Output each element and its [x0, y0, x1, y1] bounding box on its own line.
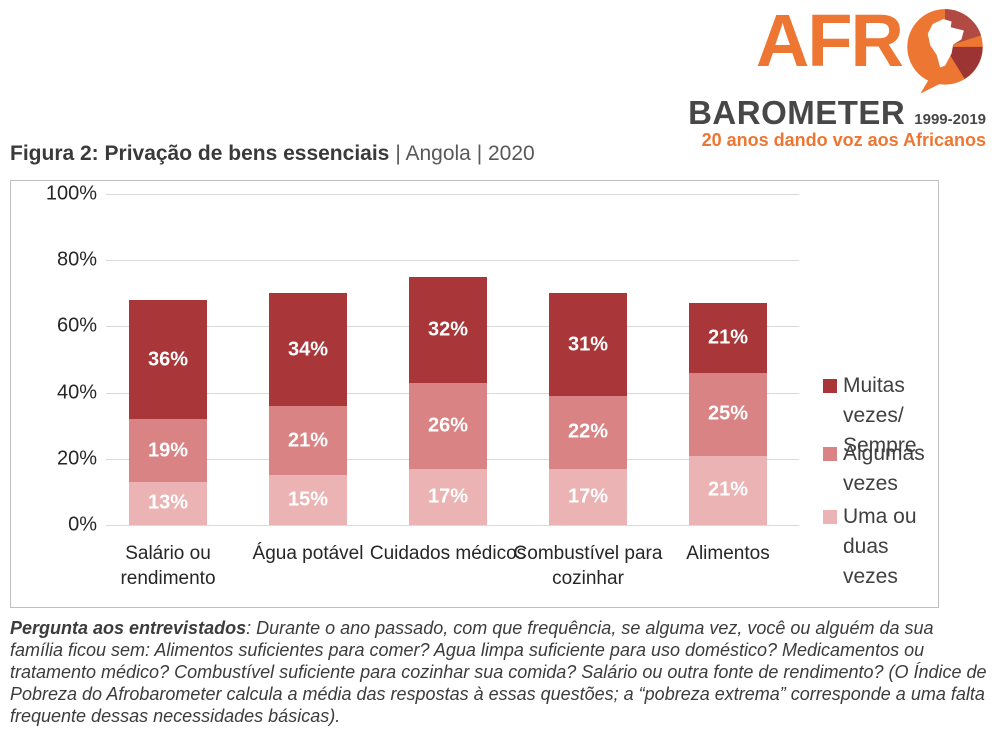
- bar-segment: 21%: [689, 455, 767, 525]
- logo-tagline: 20 anos dando voz aos Africanos: [701, 130, 986, 150]
- bar-segment: 15%: [269, 475, 347, 525]
- bar-segment: 34%: [269, 293, 347, 406]
- bar-value-label: 32%: [427, 318, 469, 341]
- gridline: [106, 194, 799, 195]
- bar-value-label: 21%: [707, 326, 749, 349]
- afrobarometer-logo: AFR BAROMETER 1999-2019 20 anos dando vo…: [686, 0, 986, 151]
- bar-value-label: 17%: [567, 485, 609, 508]
- bar-value-label: 36%: [147, 348, 189, 371]
- stacked-bar-chart: 100% 80% 60% 40% 20% 0% 13% 19% 36% Salário ou re…: [10, 180, 939, 608]
- gridline: [106, 260, 799, 262]
- bar-segment: 32%: [409, 276, 487, 383]
- bar-segment: 17%: [549, 468, 627, 525]
- bar-value-label: 13%: [147, 491, 189, 514]
- y-axis-tick: 100%: [45, 182, 97, 205]
- footnote-lead: Pergunta aos entrevistados: [10, 618, 247, 638]
- bar-segment: 19%: [129, 419, 207, 482]
- logo-barometer-text: BAROMETER: [688, 94, 906, 131]
- footnote-body: : Durante o ano passado, com que frequên…: [10, 618, 987, 726]
- category-label: Cuidados médicos: [369, 543, 527, 564]
- category-label: Água potável: [252, 543, 364, 564]
- bar-value-label: 25%: [707, 402, 749, 425]
- bar-value-label: 22%: [567, 420, 609, 443]
- legend-label: Algumas vezes: [843, 442, 925, 495]
- y-axis-tick: 80%: [56, 248, 97, 271]
- footnote: Pergunta aos entrevistados: Durante o an…: [10, 617, 988, 727]
- legend-swatch-icon: [823, 510, 837, 524]
- legend-item: Muitas vezes/ Sempre: [823, 371, 953, 461]
- bar-2: 15% 21% 34%: [269, 194, 347, 525]
- legend-swatch-icon: [823, 379, 837, 393]
- bar-segment: 17%: [409, 468, 487, 525]
- category-label: Salário ou rendimento: [120, 543, 216, 589]
- bar-value-label: 19%: [147, 439, 189, 462]
- bar-segment: 21%: [269, 405, 347, 476]
- bar-value-label: 21%: [707, 478, 749, 501]
- bar-segment: 21%: [689, 303, 767, 373]
- y-axis-tick: 20%: [56, 447, 97, 470]
- bar-1: 13% 19% 36%: [129, 194, 207, 525]
- category-label: Alimentos: [686, 543, 770, 564]
- figure-title-meta: | Angola | 2020: [395, 142, 535, 165]
- category-label: Combustível para cozinhar: [513, 543, 663, 589]
- bar-3: 17% 26% 32%: [409, 194, 487, 525]
- bar-segment: 26%: [409, 382, 487, 469]
- bar-value-label: 17%: [427, 485, 469, 508]
- bar-segment: 36%: [129, 299, 207, 420]
- bar-segment: 13%: [129, 481, 207, 525]
- y-axis-tick: 0%: [68, 513, 97, 536]
- bar-value-label: 21%: [287, 429, 329, 452]
- gridline: [106, 525, 799, 526]
- legend-label: Muitas vezes/ Sempre: [843, 374, 917, 457]
- bar-segment: 31%: [549, 293, 627, 396]
- bar-4: 17% 22% 31%: [549, 194, 627, 525]
- africa-speech-bubble-icon: [907, 9, 983, 94]
- figure-title: Figura 2: Privação de bens essenciais | A…: [10, 142, 535, 166]
- y-axis-tick: 60%: [56, 314, 97, 337]
- y-axis-tick: 40%: [56, 381, 97, 404]
- bar-value-label: 34%: [287, 338, 329, 361]
- bar-segment: 22%: [549, 395, 627, 469]
- legend-item: Uma ou duas vezes: [823, 502, 953, 592]
- legend-swatch-icon: [823, 447, 837, 461]
- bar-5: 21% 25% 21%: [689, 194, 767, 525]
- logo-years-text: 1999-2019: [914, 111, 986, 128]
- bar-segment: 25%: [689, 372, 767, 456]
- bar-value-label: 26%: [427, 414, 469, 437]
- legend-item: Algumas vezes: [823, 439, 953, 499]
- bar-value-label: 15%: [287, 488, 329, 511]
- bar-value-label: 31%: [567, 333, 609, 356]
- logo-afro-text: AFR: [755, 0, 904, 82]
- legend-label: Uma ou duas vezes: [843, 505, 917, 588]
- figure-title-main: Figura 2: Privação de bens essenciais: [10, 142, 390, 165]
